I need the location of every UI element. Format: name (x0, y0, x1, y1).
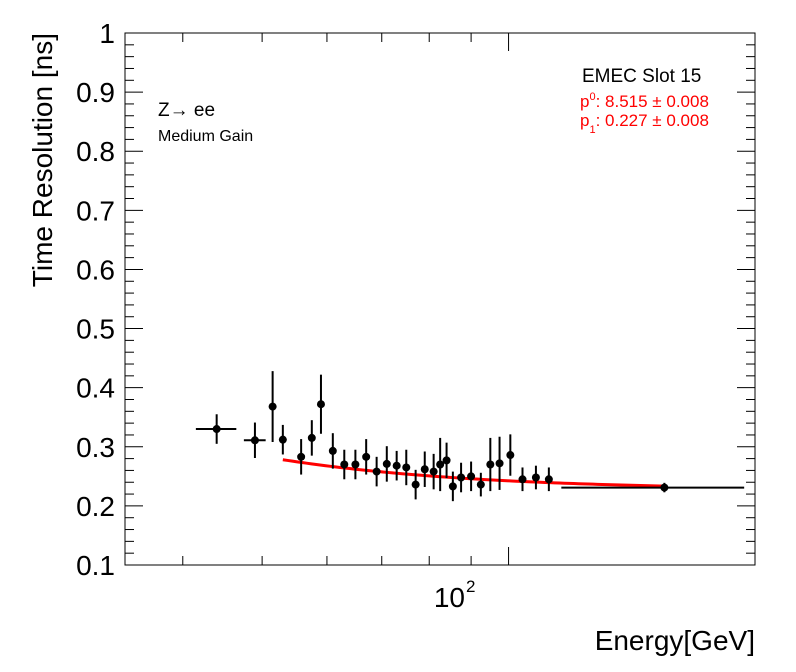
marker (250, 436, 259, 445)
marker (495, 459, 504, 468)
plot-frame (124, 32, 756, 566)
marker (268, 402, 277, 411)
marker (476, 480, 485, 489)
process-label: Z→ ee (158, 100, 215, 121)
y-axis-tick-labels: 0.1 0.2 0.3 0.4 0.5 0.6 0.7 0.8 0.9 1 (76, 18, 115, 581)
y-tick-label: 0.1 (76, 550, 115, 581)
data-point (495, 436, 504, 490)
marker (420, 465, 429, 474)
x-axis-ticks (182, 33, 756, 565)
marker (297, 452, 306, 461)
fit-param-p1-sub: 1 (589, 124, 595, 136)
data-point (278, 424, 287, 455)
data-point (442, 442, 451, 479)
marker (392, 461, 401, 470)
data-point (561, 482, 745, 493)
y-tick-label: 0.6 (76, 254, 115, 285)
marker (544, 475, 553, 484)
data-point (340, 449, 349, 480)
data-point (420, 451, 429, 487)
marker (486, 460, 495, 469)
fit-parameters: p0: 8.515 ± 0.008 p1: 0.227 ± 0.008 (580, 91, 709, 136)
x-tick-label-base: 10 (434, 582, 465, 613)
data-point (531, 465, 540, 490)
y-axis-ticks (125, 32, 755, 566)
y-tick-label: 0.3 (76, 432, 115, 463)
data-point (372, 456, 381, 487)
y-tick-label: 0.8 (76, 136, 115, 167)
y-tick-label: 0.5 (76, 314, 115, 345)
marker (660, 483, 669, 492)
data-point (382, 446, 391, 482)
data-point (402, 449, 411, 486)
marker (411, 480, 420, 489)
marker (429, 467, 438, 476)
marker (328, 446, 337, 455)
marker (518, 475, 527, 484)
fit-curve (282, 458, 665, 488)
y-tick-label: 0.9 (76, 77, 115, 108)
data-point (518, 467, 527, 492)
marker (382, 459, 391, 468)
x-tick-label-exponent: 2 (466, 577, 475, 596)
marker (212, 425, 221, 434)
data-point (268, 371, 277, 443)
marker (467, 472, 476, 481)
data-point (195, 414, 237, 444)
y-axis-label: Time Resolution [ns] (27, 33, 58, 287)
y-tick-label: 0.7 (76, 195, 115, 226)
marker (362, 452, 371, 461)
data-point (486, 437, 495, 492)
data-points (195, 371, 745, 502)
data-point (362, 439, 371, 475)
data-point (448, 471, 457, 502)
marker (307, 433, 316, 442)
data-point (351, 449, 360, 480)
data-point (506, 434, 515, 476)
fit-param-p1: p1: 0.227 ± 0.008 (580, 111, 709, 136)
x-tick-label-100: 10 (434, 582, 465, 613)
fit-param-p0: p0: 8.515 ± 0.008 (580, 91, 709, 111)
data-point (411, 469, 420, 500)
marker (278, 435, 287, 444)
gain-label: Medium Gain (158, 128, 253, 145)
x-axis-label: Energy[GeV] (595, 625, 755, 656)
slot-label: EMEC Slot 15 (582, 66, 701, 87)
data-point (467, 461, 476, 492)
y-tick-label: 1 (99, 18, 115, 49)
data-point (429, 453, 438, 490)
data-point (243, 422, 266, 459)
marker (448, 482, 457, 491)
arrow-glyph: → (170, 100, 189, 121)
marker (316, 400, 325, 409)
marker (436, 460, 445, 469)
data-point (307, 420, 316, 456)
y-tick-label: 0.2 (76, 491, 115, 522)
marker (340, 460, 349, 469)
data-point (476, 472, 485, 497)
data-point (457, 462, 466, 493)
marker (372, 467, 381, 476)
marker (457, 473, 466, 482)
data-point (297, 439, 306, 475)
marker (506, 451, 515, 460)
data-point (328, 433, 337, 469)
marker (402, 463, 411, 472)
marker (442, 456, 451, 465)
marker (531, 473, 540, 482)
marker (351, 460, 360, 469)
data-point (436, 437, 445, 492)
data-point (544, 467, 553, 492)
data-point (316, 374, 325, 434)
y-tick-label: 0.4 (76, 373, 115, 404)
fit-param-p0-sub: 0 (589, 91, 595, 103)
data-point (392, 450, 401, 481)
